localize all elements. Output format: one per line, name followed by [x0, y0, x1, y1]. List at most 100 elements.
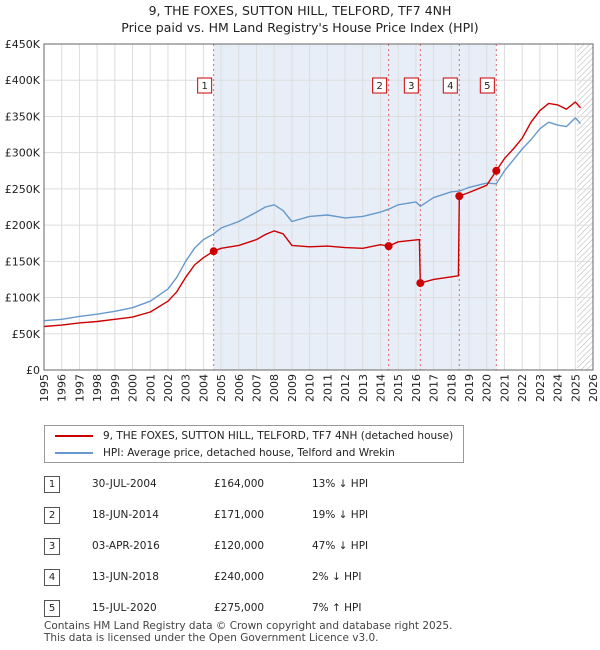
- x-tick-label: 2022: [516, 374, 529, 402]
- sale-price: £275,000: [214, 602, 265, 614]
- x-tick-label: 2003: [180, 374, 193, 402]
- price-chart: 1 2 3 4 5 £0 £50K £100K £150K £200K £250K £300K £35…: [5, 38, 600, 402]
- legend-item-property: 9, THE FOXES, SUTTON HILL, TELFORD, TF7 …: [55, 428, 453, 444]
- sale-date: 30-JUL-2004: [92, 478, 157, 490]
- legend-swatch-property: [55, 435, 93, 437]
- y-tick-label: £100K: [5, 292, 41, 305]
- x-tick-label: 2005: [215, 374, 228, 402]
- sale-price: £171,000: [214, 509, 265, 521]
- sale-number-badge: 4: [44, 569, 60, 586]
- y-tick-label: £150K: [5, 255, 41, 268]
- sale-point: [492, 166, 501, 175]
- legend-item-hpi: HPI: Average price, detached house, Telf…: [55, 445, 395, 461]
- sale-row: 1 30-JUL-2004 £164,000 13% ↓ HPI: [44, 470, 464, 501]
- sale-row: 4 13-JUN-2018 £240,000 2% ↓ HPI: [44, 563, 464, 594]
- sale-hpi-diff: 13% ↓ HPI: [312, 478, 369, 490]
- legend-swatch-hpi: [55, 452, 93, 454]
- x-tick-label: 2024: [552, 374, 565, 402]
- sale-row: 2 18-JUN-2014 £171,000 19% ↓ HPI: [44, 501, 464, 532]
- x-tick-label: 2009: [286, 374, 299, 402]
- y-tick-label: £300K: [5, 147, 41, 160]
- x-tick-label: 2019: [463, 374, 476, 402]
- x-tick-label: 2006: [233, 374, 246, 402]
- x-tick-label: 2016: [410, 374, 423, 402]
- x-tick-label: 2017: [428, 374, 441, 402]
- sales-table: 1 30-JUL-2004 £164,000 13% ↓ HPI 2 18-JU…: [44, 470, 464, 625]
- x-tick-label: 2021: [498, 374, 511, 402]
- x-tick-label: 2007: [251, 374, 264, 402]
- hatched-forecast-region: [577, 44, 593, 370]
- sale-marker-box: [372, 77, 388, 94]
- legend-label-property: 9, THE FOXES, SUTTON HILL, TELFORD, TF7 …: [103, 430, 454, 442]
- sale-point: [384, 242, 393, 251]
- legend-label-hpi: HPI: Average price, detached house, Telf…: [103, 447, 395, 459]
- x-tick-label: 2011: [321, 374, 334, 402]
- footer-licence: This data is licensed under the Open Gov…: [44, 632, 379, 644]
- series-line-property: [43, 101, 582, 328]
- y-tick-label: £400K: [5, 74, 41, 87]
- sale-number-badge: 2: [44, 507, 60, 524]
- sale-date: 13-JUN-2018: [92, 571, 159, 583]
- x-tick-label: 1997: [73, 374, 86, 402]
- x-tick-label: 2020: [481, 374, 494, 402]
- sale-marker-box: [197, 77, 213, 94]
- sale-marker-box: [403, 77, 419, 94]
- x-tick-label: 2002: [162, 374, 175, 402]
- sale-hpi-diff: 2% ↓ HPI: [312, 571, 362, 583]
- sale-number-badge: 1: [44, 476, 60, 493]
- sale-date: 03-APR-2016: [92, 540, 160, 552]
- sale-number-badge: 3: [44, 538, 60, 555]
- footer-copyright: Contains HM Land Registry data © Crown c…: [44, 620, 453, 632]
- sale-number-badge: 5: [44, 600, 60, 617]
- x-tick-label: 2015: [392, 374, 405, 402]
- y-tick-label: £50K: [12, 328, 41, 341]
- sale-hpi-diff: 19% ↓ HPI: [312, 509, 369, 521]
- sale-marker-label: 4: [447, 81, 453, 92]
- sale-date: 15-JUL-2020: [92, 602, 157, 614]
- x-tick-label: 2010: [304, 374, 317, 402]
- sale-point: [416, 279, 425, 288]
- sale-point: [455, 192, 464, 201]
- plot-border: [43, 43, 594, 371]
- x-tick-label: 2014: [374, 374, 387, 402]
- sale-marker-label: 2: [376, 81, 382, 92]
- legend: 9, THE FOXES, SUTTON HILL, TELFORD, TF7 …: [44, 425, 464, 463]
- sale-point: [209, 247, 218, 256]
- x-tick-label: 1996: [56, 374, 69, 402]
- x-tick-label: 2001: [144, 374, 157, 402]
- sale-row: 3 03-APR-2016 £120,000 47% ↓ HPI: [44, 532, 464, 563]
- sale-date: 18-JUN-2014: [92, 509, 159, 521]
- sale-price: £164,000: [214, 478, 265, 490]
- sale-price: £240,000: [214, 571, 265, 583]
- y-tick-label: £200K: [5, 219, 41, 232]
- x-tick-label: 2000: [127, 374, 140, 402]
- x-tick-label: 1995: [38, 374, 51, 402]
- x-tick-label: 1998: [91, 374, 104, 402]
- x-tick-label: 2008: [268, 374, 281, 402]
- sale-marker-label: 1: [201, 81, 207, 92]
- x-tick-label: 2012: [339, 374, 352, 402]
- shaded-ownership-region: [213, 44, 497, 370]
- sale-hpi-diff: 7% ↑ HPI: [312, 602, 362, 614]
- title-line-1: 9, THE FOXES, SUTTON HILL, TELFORD, TF7 …: [148, 3, 452, 18]
- sale-price: £120,000: [214, 540, 265, 552]
- sale-marker-label: 3: [408, 81, 414, 92]
- title-line-2: Price paid vs. HM Land Registry's House …: [121, 20, 479, 35]
- footer: Contains HM Land Registry data © Crown c…: [44, 620, 452, 644]
- sale-marker-box: [479, 77, 495, 94]
- sale-marker-label: 5: [484, 81, 490, 92]
- x-tick-label: 2004: [197, 374, 210, 402]
- chart-title: 9, THE FOXES, SUTTON HILL, TELFORD, TF7 …: [0, 2, 600, 36]
- x-tick-label: 2025: [569, 374, 582, 402]
- x-tick-label: 2026: [587, 374, 600, 402]
- y-tick-label: £350K: [5, 110, 41, 123]
- sale-row: 5 15-JUL-2020 £275,000 7% ↑ HPI: [44, 594, 464, 625]
- y-tick-label: £250K: [5, 183, 41, 196]
- x-tick-label: 1999: [109, 374, 122, 402]
- y-tick-label: £450K: [5, 38, 41, 51]
- series-line-hpi: [43, 117, 582, 322]
- y-tick-label: £0: [26, 364, 40, 377]
- x-tick-label: 2023: [534, 374, 547, 402]
- x-tick-label: 2013: [357, 374, 370, 402]
